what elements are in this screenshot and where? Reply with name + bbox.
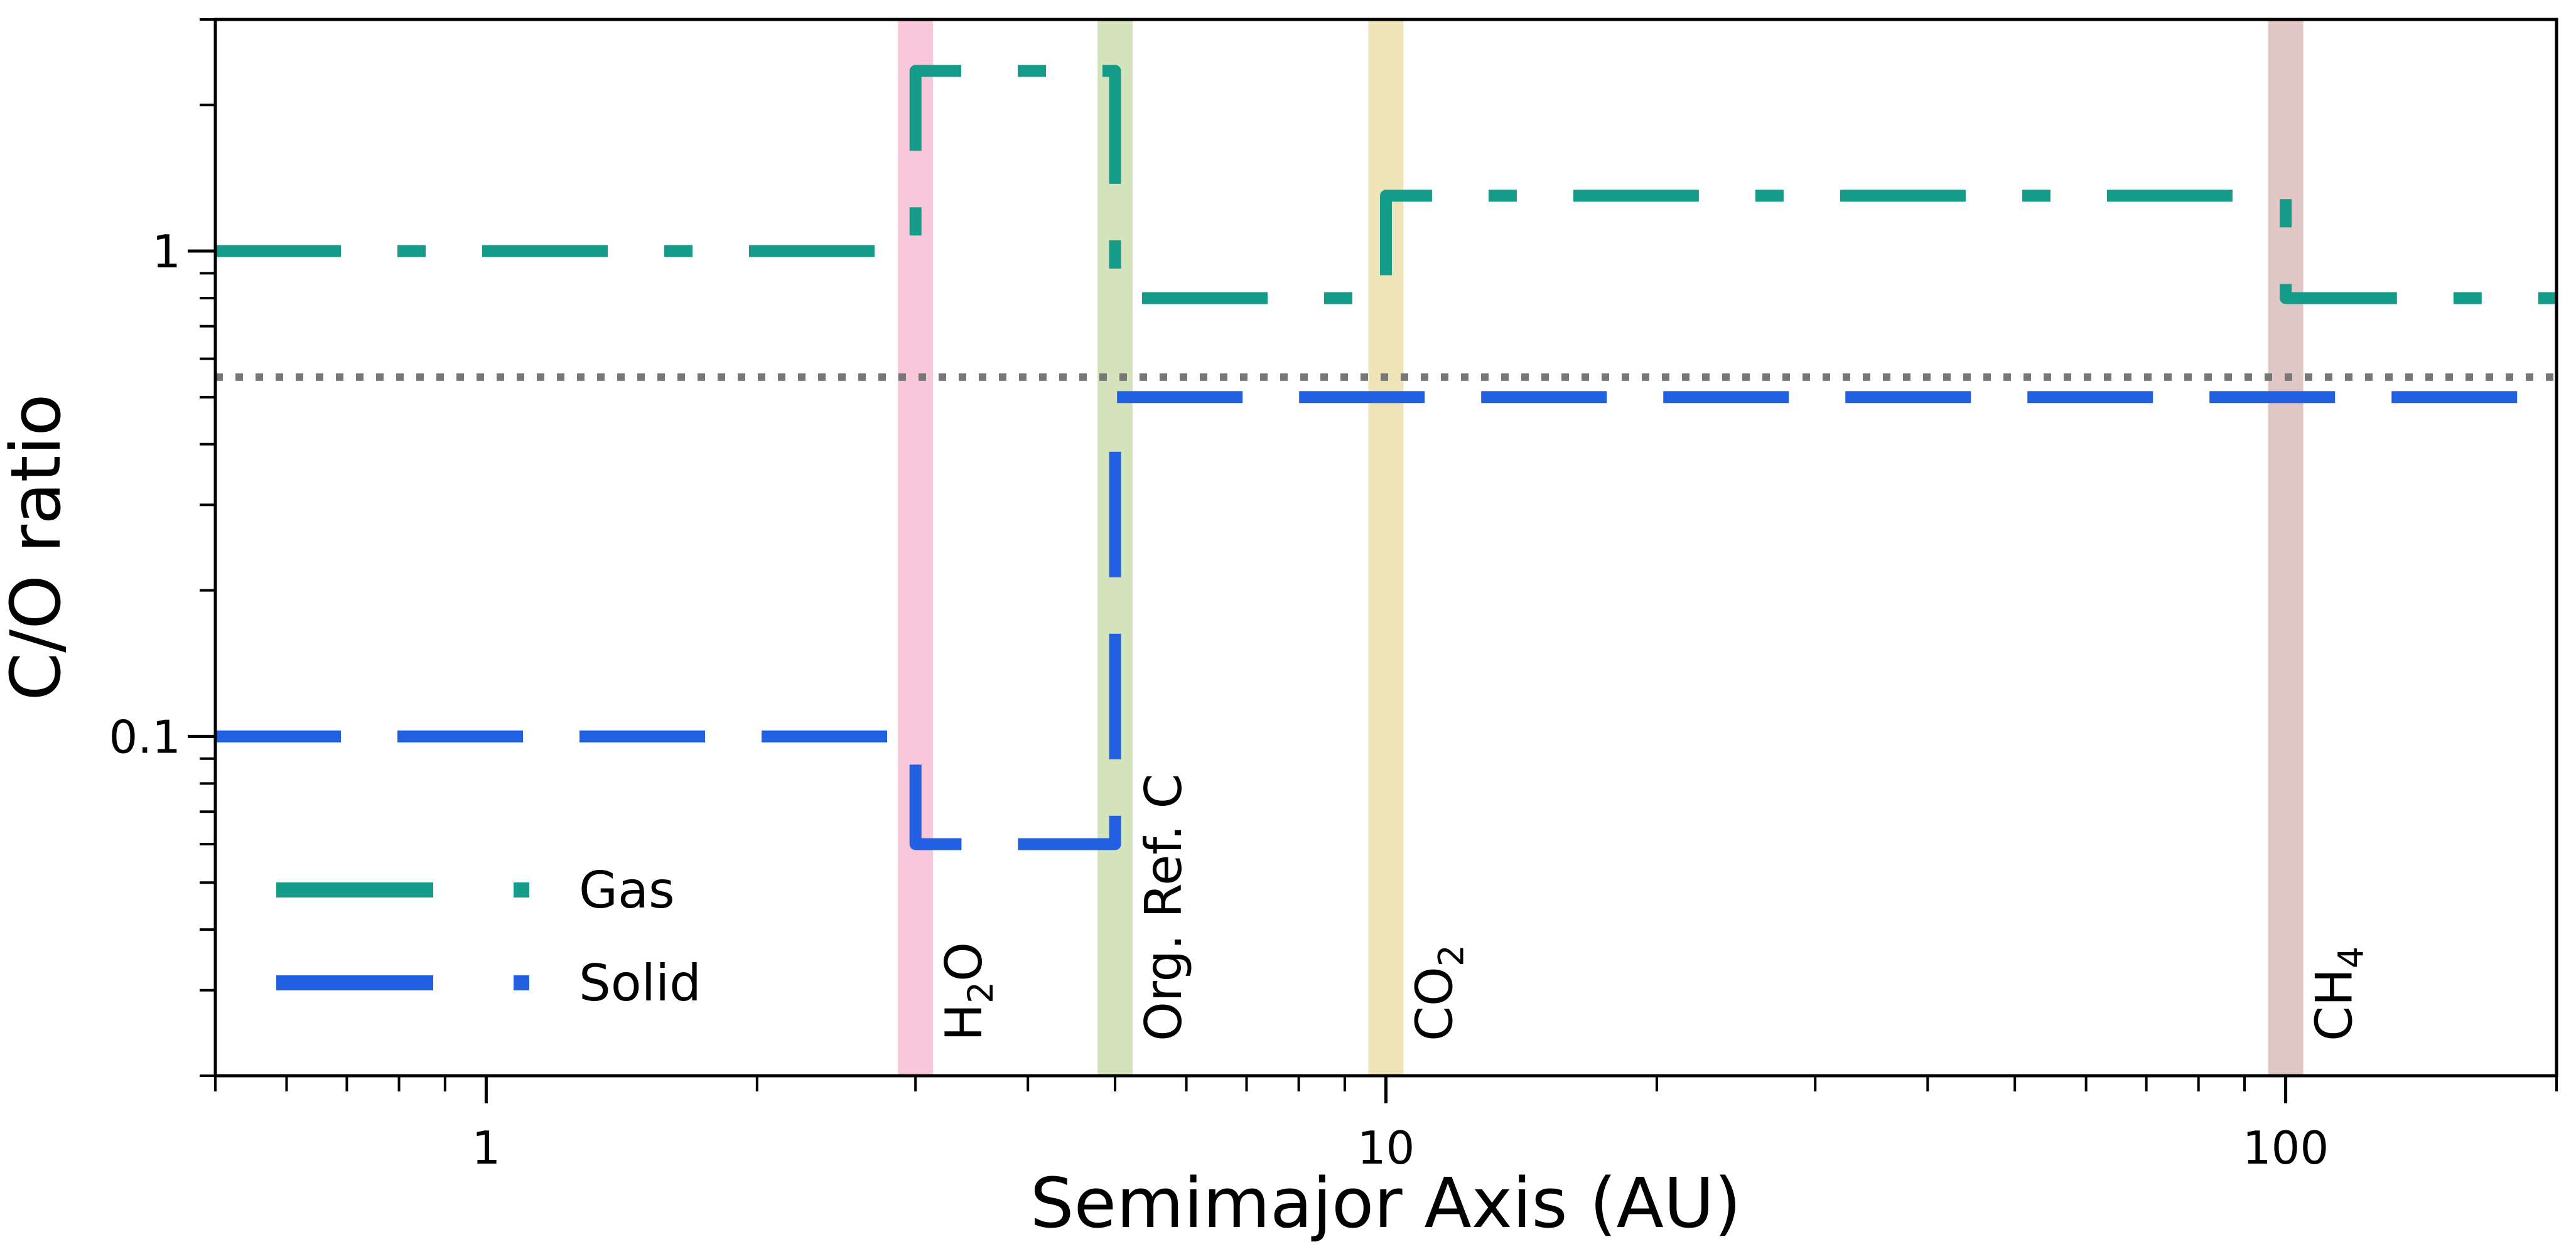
x-tick-label: 1 [472, 1122, 500, 1174]
x-tick-label: 10 [1357, 1122, 1415, 1174]
y-tick-label: 0.1 [109, 710, 181, 763]
x-axis-label: Semimajor Axis (AU) [1030, 1163, 1742, 1243]
series-group [215, 65, 2557, 850]
y-axis-label: C/O ratio [0, 394, 76, 700]
legend-label-solid: Solid [579, 954, 701, 1012]
legend-label-gas: Gas [579, 861, 675, 919]
ice-line-label: H2O [935, 942, 1001, 1041]
series-line-solid [215, 391, 2557, 850]
x-tick-label: 100 [2243, 1122, 2329, 1174]
ice-line-label: CO2 [1406, 945, 1472, 1041]
ice-line-band [898, 19, 934, 1076]
ice-line-label: CH4 [2305, 946, 2371, 1041]
axes: 1 10 100 0.1 1 [109, 18, 2558, 1174]
legend: Gas Solid [276, 861, 701, 1012]
ice-line-band [1368, 19, 1404, 1076]
ice-line-label: Org. Ref. C [1134, 774, 1193, 1041]
y-tick-label: 1 [152, 225, 181, 278]
series-line-gas [215, 65, 2557, 304]
ice-line-band [2268, 19, 2304, 1076]
